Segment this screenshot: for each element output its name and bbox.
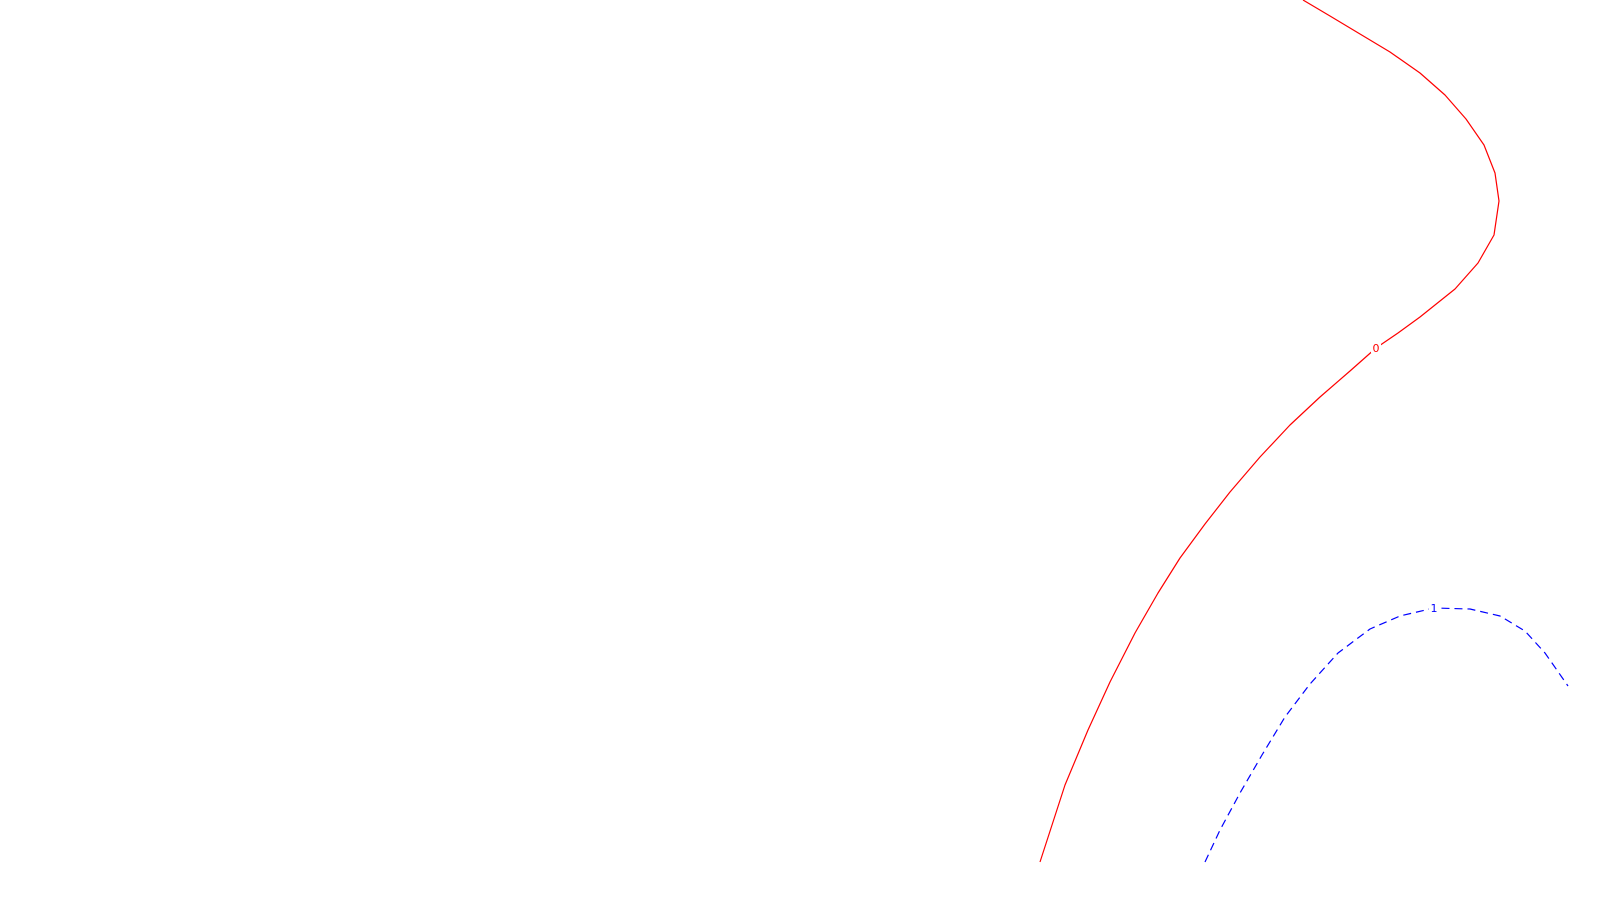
contour-line-1 [1204, 607, 1569, 863]
contour-lines [1039, 0, 1569, 863]
contour-label-background-0 [1371, 341, 1381, 353]
contour-label-background-1 [1429, 601, 1439, 613]
contour-label-1: 1 [1431, 602, 1438, 615]
contour-labels: 01 [1371, 341, 1439, 615]
contour-line-0 [1039, 0, 1500, 863]
contour-label-0: 0 [1373, 342, 1380, 355]
